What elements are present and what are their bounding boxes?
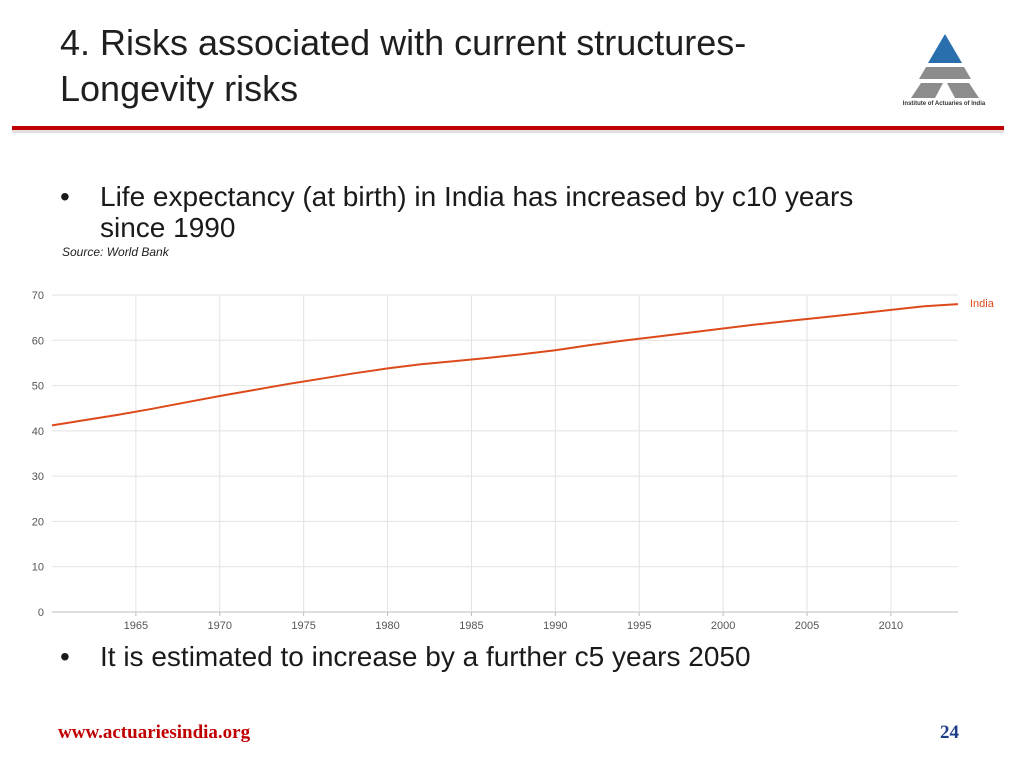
title-line-1: 4. Risks associated with current structu… [60,22,747,63]
y-tick-label: 10 [32,562,44,574]
x-tick-label: 1995 [627,620,651,632]
x-tick-label: 1985 [459,620,483,632]
y-tick-label: 70 [32,290,44,302]
slide-title: 4. Risks associated with current structu… [60,20,860,112]
bullet-dot: • [60,641,70,672]
x-tick-label: 1990 [543,620,567,632]
y-tick-label: 60 [32,335,44,347]
x-tick-label: 2010 [879,620,903,632]
footer-website-link[interactable]: www.actuariesindia.org [58,722,251,743]
source-note: Source: World Bank [62,245,169,259]
page-number: 24 [940,722,959,743]
logo-icon [911,34,979,98]
title-divider-shadow [12,130,1004,133]
x-tick-label: 1970 [208,620,232,632]
y-tick-label: 0 [38,607,44,619]
y-tick-label: 50 [32,381,44,393]
x-tick-label: 1965 [124,620,148,632]
logo-caption: Institute of Actuaries of India [902,101,986,107]
x-tick-label: 2000 [711,620,735,632]
title-divider [12,126,1004,130]
bullet-text-line-2: since 1990 [100,212,236,243]
y-tick-label: 20 [32,516,44,528]
x-tick-label: 1975 [291,620,315,632]
series-line-india [51,303,959,427]
bullet-future-estimate: • It is estimated to increase by a furth… [60,641,960,672]
x-tick-label: 1980 [375,620,399,632]
life-expectancy-chart: 0 10 20 30 40 50 60 70 1965 1970 1975 1980 1985 1990 1… [32,290,995,632]
bullet-text-line-1: Life expectancy (at birth) in India has … [100,181,854,212]
y-tick-label: 40 [32,426,44,438]
bullet-dot: • [60,181,70,212]
bullet-text: It is estimated to increase by a further… [100,641,751,672]
bullet-life-expectancy: • Life expectancy (at birth) in India ha… [60,181,960,243]
y-tick-label: 30 [32,471,44,483]
x-tick-label: 2005 [795,620,819,632]
series-label-india: India [970,298,995,310]
title-line-2: Longevity risks [60,68,299,109]
